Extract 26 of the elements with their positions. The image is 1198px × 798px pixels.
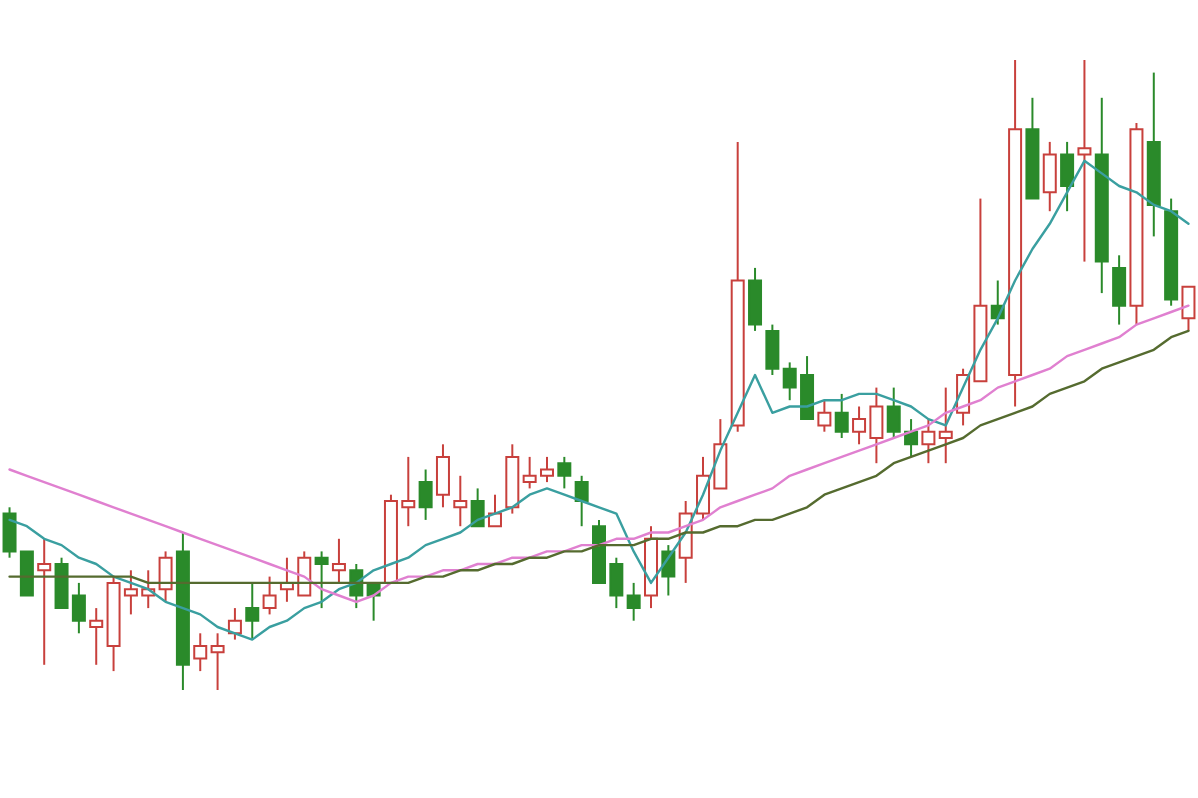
- candlestick: [210, 632, 225, 691]
- candlestick: [193, 632, 208, 673]
- candlestick: [748, 266, 763, 332]
- candlestick: [817, 399, 832, 433]
- candlestick: [921, 418, 936, 465]
- candlestick: [245, 581, 260, 641]
- candlestick: [435, 443, 450, 509]
- candlestick: [834, 392, 849, 439]
- candlestick: [262, 575, 277, 616]
- candlestick: [89, 607, 104, 666]
- candlestick: [1060, 140, 1075, 213]
- candlestick: [626, 581, 641, 622]
- candlestick: [1112, 254, 1127, 326]
- candlestick: [37, 537, 52, 666]
- candlestick: [1042, 140, 1057, 213]
- candlestick: [331, 537, 346, 584]
- candlestick: [158, 550, 173, 603]
- candlestick: [1077, 59, 1092, 263]
- candlestick: [765, 323, 780, 376]
- candlestick: [314, 550, 329, 610]
- candlestick: [418, 468, 433, 521]
- candlestick: [453, 474, 468, 528]
- candlestick: [938, 386, 953, 465]
- candlestick: [470, 487, 485, 528]
- candlestick: [557, 455, 572, 490]
- candlestick: [574, 474, 589, 528]
